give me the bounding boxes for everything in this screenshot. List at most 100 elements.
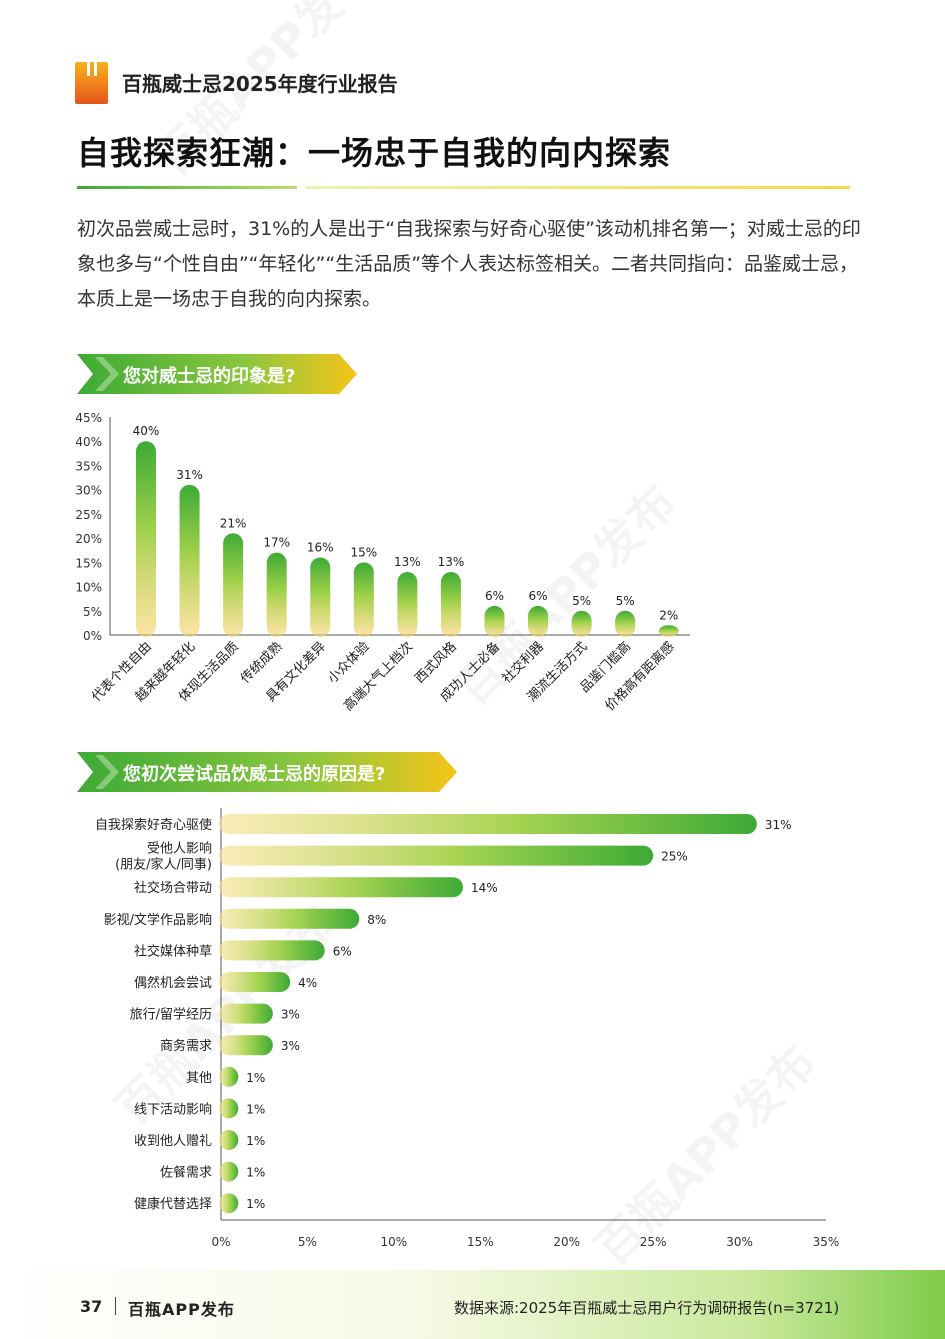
intro-paragraph: 初次品尝威士忌时，31%的人是出于“自我探索与好奇心驱使”该动机排名第一；对威士… — [77, 218, 861, 310]
y-category-label: 偶然机会尝试 — [134, 975, 212, 991]
page-title: 自我探索狂潮：一场忠于自我的向内探索 — [77, 134, 672, 172]
x-tick-label: 5% — [298, 1235, 317, 1249]
data-label: 14% — [471, 881, 498, 895]
publisher-label: 百瓶APP发布 — [128, 1300, 235, 1319]
data-label: 31% — [765, 818, 792, 832]
y-tick-label: 10% — [75, 581, 102, 595]
data-label: 21% — [220, 516, 247, 530]
impression-bar-chart: 0%5%10%15%20%25%30%35%40%45%40%代表个性自由31%… — [75, 411, 690, 714]
bar — [219, 940, 325, 961]
y-category-label: 线下活动影响 — [134, 1101, 212, 1117]
bar — [484, 605, 505, 637]
footer-divider — [115, 1297, 116, 1315]
y-category-label: 商务需求 — [160, 1038, 212, 1054]
y-tick-label: 25% — [75, 508, 102, 522]
data-label: 1% — [246, 1102, 265, 1116]
data-label: 1% — [246, 1071, 265, 1085]
y-tick-label: 45% — [75, 411, 102, 425]
bar — [397, 572, 418, 637]
bar — [571, 610, 592, 637]
bar — [528, 605, 549, 637]
bar — [219, 1161, 239, 1182]
section-title: 您对威士忌的印象是? — [123, 366, 296, 387]
y-tick-label: 40% — [75, 435, 102, 449]
section-banner-impression: 您对威士忌的印象是? — [77, 354, 357, 394]
data-label: 2% — [659, 608, 678, 622]
x-tick-label: 15% — [467, 1235, 494, 1249]
y-category-label: 旅行/留学经历 — [130, 1007, 212, 1023]
bar — [310, 557, 331, 637]
data-label: 16% — [307, 540, 334, 554]
x-tick-label: 35% — [813, 1235, 840, 1249]
y-category-label: 受他人影响(朋友/家人/同事) — [115, 841, 212, 873]
bar — [266, 552, 287, 637]
data-label: 6% — [485, 589, 504, 603]
data-label: 25% — [661, 850, 688, 864]
x-tick-label: 10% — [381, 1235, 408, 1249]
data-label: 40% — [133, 424, 160, 438]
data-label: 13% — [438, 555, 465, 569]
data-label: 6% — [529, 589, 548, 603]
data-label: 8% — [367, 913, 386, 927]
bar — [179, 484, 200, 637]
data-label: 17% — [263, 536, 290, 550]
bar — [219, 877, 463, 898]
section-banner-reason: 您初次尝试品饮威士忌的原因是? — [77, 752, 457, 792]
data-label: 31% — [176, 468, 203, 482]
reason-bar-chart: 0% 5% 10% 15% 20% 25% 30% 35% 31% 自我探索好奇心驱使 25% 受他人… — [95, 808, 840, 1249]
bar — [219, 1035, 273, 1056]
y-tick-label: 20% — [75, 532, 102, 546]
data-label: 3% — [281, 1008, 300, 1022]
bar — [353, 562, 374, 637]
report-title: 百瓶威士忌2025年度行业报告 — [122, 72, 398, 96]
bar — [219, 845, 654, 866]
data-label: 1% — [246, 1134, 265, 1148]
title-underline-left — [77, 186, 297, 189]
title-underline-right — [305, 186, 850, 189]
data-label: 13% — [394, 555, 421, 569]
bar — [223, 533, 244, 637]
data-label: 15% — [350, 545, 377, 559]
bar — [219, 972, 291, 992]
x-tick-label: 25% — [640, 1235, 667, 1249]
bar — [219, 1066, 239, 1087]
y-category-label: 健康代替选择 — [134, 1196, 212, 1212]
bar — [219, 814, 757, 834]
x-tick-label: 0% — [211, 1235, 230, 1249]
y-tick-label: 35% — [75, 459, 102, 473]
bar — [219, 1098, 239, 1119]
y-tick-label: 30% — [75, 484, 102, 498]
brand-logo — [75, 62, 108, 104]
x-tick-label: 20% — [553, 1235, 580, 1249]
data-label: 5% — [616, 594, 635, 608]
y-category-label: 收到他人赠礼 — [134, 1133, 212, 1149]
page-number: 37 — [80, 1297, 103, 1316]
y-tick-label: 15% — [75, 556, 102, 570]
data-source: 数据来源:2025年百瓶威士忌用户行为调研报告(n=3721) — [454, 1299, 840, 1317]
footer-background — [0, 1270, 945, 1339]
data-label: 3% — [281, 1039, 300, 1053]
data-label: 6% — [333, 944, 352, 958]
bar — [136, 441, 156, 637]
data-label: 1% — [246, 1166, 265, 1180]
y-category-label: 其他 — [186, 1071, 212, 1086]
y-category-label: 佐餐需求 — [160, 1165, 212, 1181]
bar — [615, 610, 636, 637]
data-label: 5% — [572, 594, 591, 608]
data-label: 4% — [298, 976, 317, 990]
y-category-label: 社交场合带动 — [134, 880, 212, 896]
y-tick-label: 0% — [83, 629, 102, 643]
bar — [658, 625, 679, 637]
y-tick-label: 5% — [83, 605, 102, 619]
y-category-label: 社交媒体种草 — [134, 943, 212, 959]
bar — [219, 1003, 273, 1024]
data-label: 1% — [246, 1197, 265, 1211]
y-category-label: 自我探索好奇心驱使 — [95, 817, 212, 833]
y-category-label: 影视/文学作品影响 — [104, 912, 212, 928]
x-tick-label: 30% — [726, 1235, 753, 1249]
bar — [440, 572, 461, 637]
bar — [219, 1130, 239, 1150]
bar — [219, 908, 360, 929]
section-title: 您初次尝试品饮威士忌的原因是? — [123, 764, 386, 785]
bar — [219, 1193, 239, 1214]
